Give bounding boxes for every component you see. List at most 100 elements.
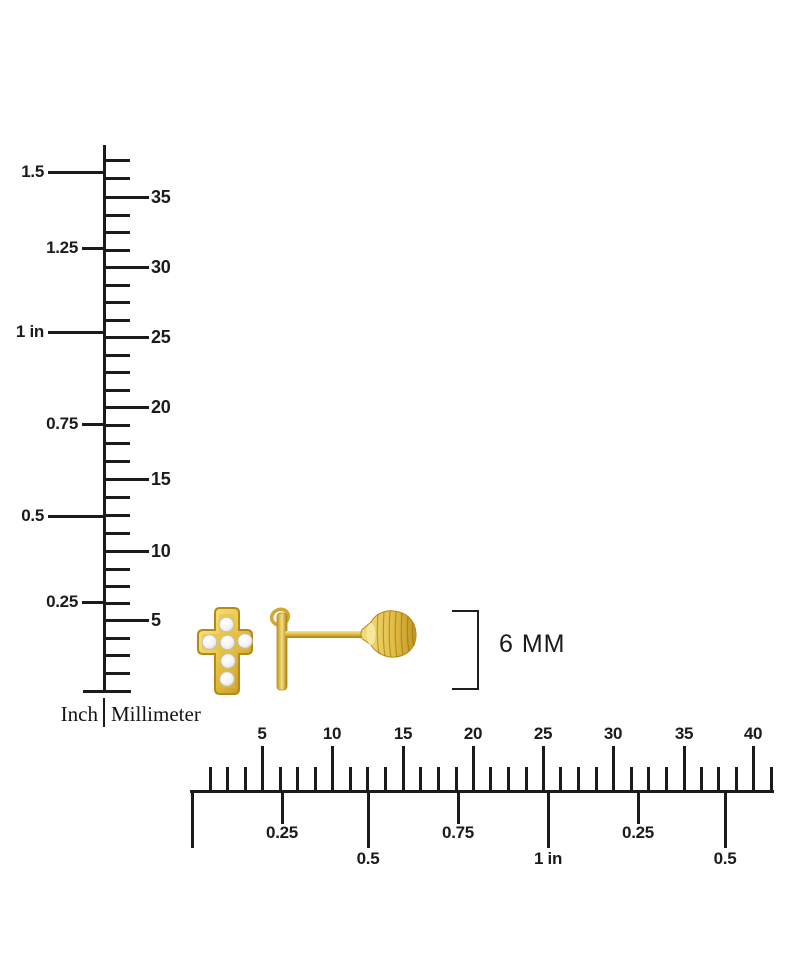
mm-major-tick <box>683 746 686 790</box>
mm-minor-tick <box>595 767 598 790</box>
bracket-vertical <box>477 610 479 690</box>
mm-minor-tick <box>419 767 422 790</box>
inch-tick-label: 0.75 <box>46 414 78 433</box>
cross-body <box>197 607 253 695</box>
mm-minor-tick <box>105 354 130 357</box>
mm-major-tick <box>752 746 755 790</box>
inch-tick <box>48 515 105 518</box>
mm-minor-tick <box>577 767 580 790</box>
inch-tick-label: 0.25 <box>266 823 298 842</box>
mm-minor-tick <box>105 319 130 322</box>
mm-minor-tick <box>735 767 738 790</box>
mm-tick-label: 25 <box>533 724 553 743</box>
mm-minor-tick <box>105 301 130 304</box>
inch-tick-label: 0.5 <box>713 849 737 868</box>
mm-major-tick <box>105 406 149 409</box>
mm-tick-label: 30 <box>603 724 623 743</box>
earring-side-view <box>269 607 417 691</box>
mm-minor-tick <box>437 767 440 790</box>
mm-tick-label: 35 <box>151 187 171 207</box>
v-ruler-line <box>103 145 106 692</box>
inch-tick <box>281 793 284 824</box>
mm-minor-tick <box>717 767 720 790</box>
mm-tick-label: 10 <box>151 541 171 561</box>
mm-minor-tick <box>105 177 130 180</box>
mm-minor-tick <box>489 767 492 790</box>
mm-minor-tick <box>105 654 130 657</box>
mm-minor-tick <box>525 767 528 790</box>
mm-tick-label: 5 <box>257 724 267 743</box>
mm-major-tick <box>105 550 149 553</box>
inch-tick <box>82 247 105 250</box>
inch-tick-label: 1.25 <box>46 238 78 257</box>
mm-minor-tick <box>244 767 247 790</box>
screw-back <box>360 610 417 658</box>
inch-tick-label: 0.5 <box>356 849 380 868</box>
mm-major-tick <box>105 619 149 622</box>
mm-tick-label: 15 <box>151 469 171 489</box>
bracket-top-arm <box>452 610 479 612</box>
mm-major-tick <box>105 196 149 199</box>
size-annotation-label: 6 MM <box>499 630 566 658</box>
mm-major-tick <box>261 746 264 790</box>
mm-minor-tick <box>105 389 130 392</box>
mm-minor-tick <box>559 767 562 790</box>
inch-tick <box>724 793 727 848</box>
mm-major-tick <box>612 746 615 790</box>
mm-minor-tick <box>507 767 510 790</box>
mm-minor-tick <box>105 424 130 427</box>
mm-tick-label: 20 <box>463 724 483 743</box>
inch-tick <box>191 793 194 848</box>
mm-tick-label: 25 <box>151 327 171 347</box>
inch-tick <box>82 423 105 426</box>
mm-minor-tick <box>105 159 130 162</box>
mm-minor-tick <box>647 767 650 790</box>
inch-tick <box>367 793 370 848</box>
mm-major-tick <box>105 478 149 481</box>
mm-tick-label: 10 <box>322 724 342 743</box>
inch-tick-label: 1 in <box>533 849 563 868</box>
mm-minor-tick <box>105 496 130 499</box>
earring-image <box>197 607 417 695</box>
mm-minor-tick <box>105 231 130 234</box>
mm-minor-tick <box>105 442 130 445</box>
mm-minor-tick <box>105 637 130 640</box>
inch-tick-label: 1.5 <box>21 162 44 181</box>
mm-minor-tick <box>366 767 369 790</box>
mm-minor-tick <box>279 767 282 790</box>
mm-minor-tick <box>105 585 130 588</box>
v-ruler-foot <box>83 690 131 693</box>
unit-divider-line <box>103 698 105 727</box>
mm-minor-tick <box>665 767 668 790</box>
side-cross-bar <box>276 612 288 691</box>
mm-tick-label: 5 <box>151 610 161 630</box>
mm-minor-tick <box>105 460 130 463</box>
inch-tick-label: 0.5 <box>21 506 44 525</box>
mm-minor-tick <box>630 767 633 790</box>
mm-tick-label: 15 <box>393 724 413 743</box>
stone-sparkles <box>205 620 245 679</box>
inch-tick <box>82 601 105 604</box>
mm-major-tick <box>542 746 545 790</box>
inch-tick <box>48 171 105 174</box>
mm-minor-tick <box>226 767 229 790</box>
mm-minor-tick <box>770 767 773 790</box>
mm-minor-tick <box>314 767 317 790</box>
mm-major-tick <box>105 266 149 269</box>
dome-flutes <box>376 610 415 658</box>
inch-tick <box>547 793 550 848</box>
mm-minor-tick <box>105 532 130 535</box>
inch-tick-label: 0.75 <box>442 823 474 842</box>
mm-minor-tick <box>105 214 130 217</box>
mm-tick-label: 40 <box>743 724 763 743</box>
mm-major-tick <box>105 336 149 339</box>
mm-minor-tick <box>105 568 130 571</box>
mm-tick-label: 35 <box>674 724 694 743</box>
mm-minor-tick <box>105 371 130 374</box>
inch-tick-label: 0.25 <box>622 823 654 842</box>
mm-major-tick <box>331 746 334 790</box>
inch-tick <box>48 331 105 334</box>
mm-tick-label: 20 <box>151 397 171 417</box>
mm-minor-tick <box>105 672 130 675</box>
